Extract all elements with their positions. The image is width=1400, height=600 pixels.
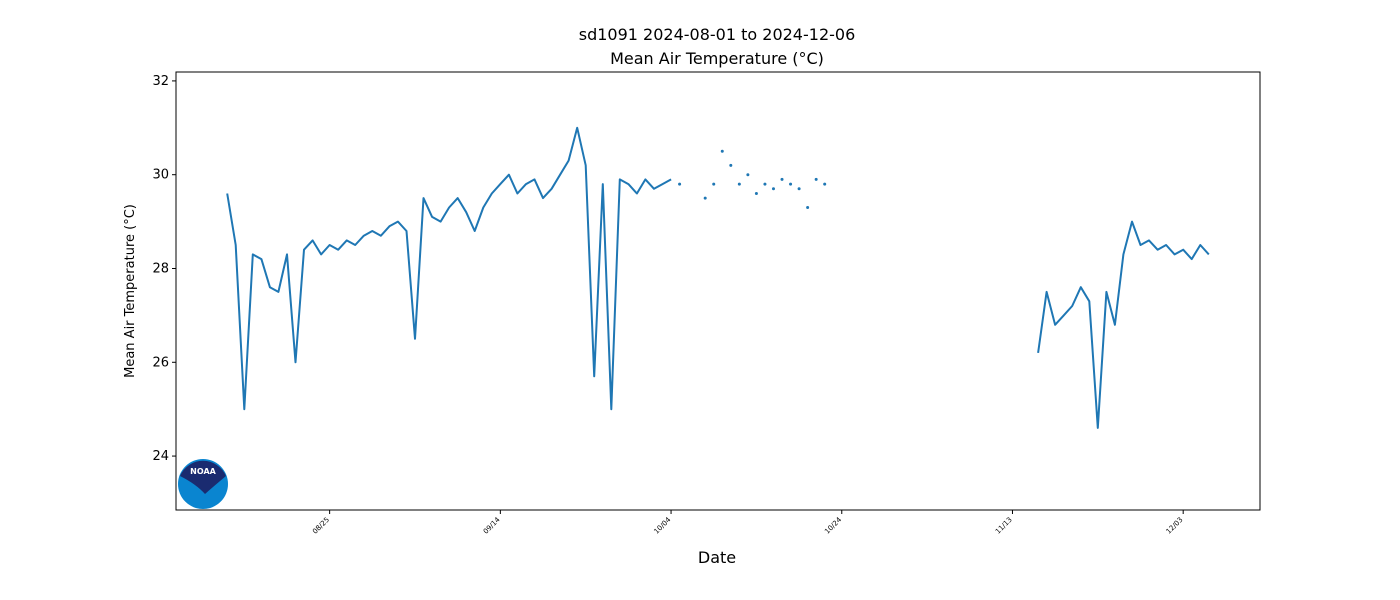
logo-top [180,460,226,494]
chart-title: sd1091 2024-08-01 to 2024-12-06 [579,25,856,44]
x-tick-label: 10/04 [653,515,673,535]
x-axis-label: Date [698,548,736,567]
x-tick-label: 10/24 [823,515,843,535]
x-tick-label: 12/03 [1165,516,1185,536]
y-tick-label: 28 [152,261,169,276]
data-point [720,149,724,153]
data-point [814,177,818,181]
y-tick-label: 24 [152,449,169,464]
data-point [678,182,682,186]
plot-frame [175,71,1261,511]
x-tick-label: 11/13 [994,516,1014,536]
x-tick-label: 09/14 [482,515,502,535]
logo-text: NOAA [190,467,216,476]
data-point [763,182,767,186]
chart-subtitle: Mean Air Temperature (°C) [610,49,824,68]
data-point [771,187,775,191]
data-point [789,182,793,186]
data-point [737,182,741,186]
y-tick-label: 32 [152,74,169,89]
data-point [712,182,716,186]
data-point [823,182,827,186]
y-tick-label: 30 [152,168,169,183]
y-axis-label: Mean Air Temperature (°C) [123,204,138,378]
data-point [806,206,810,210]
data-point [797,187,801,191]
data-point [754,191,758,195]
data-point [780,177,784,181]
data-point [703,196,707,200]
data-point [729,163,733,167]
logo: NOAA [178,459,228,509]
data-point [746,173,750,177]
x-tick-label: 08/25 [311,516,331,536]
data-line [226,126,1210,429]
y-tick-label: 26 [152,355,169,370]
